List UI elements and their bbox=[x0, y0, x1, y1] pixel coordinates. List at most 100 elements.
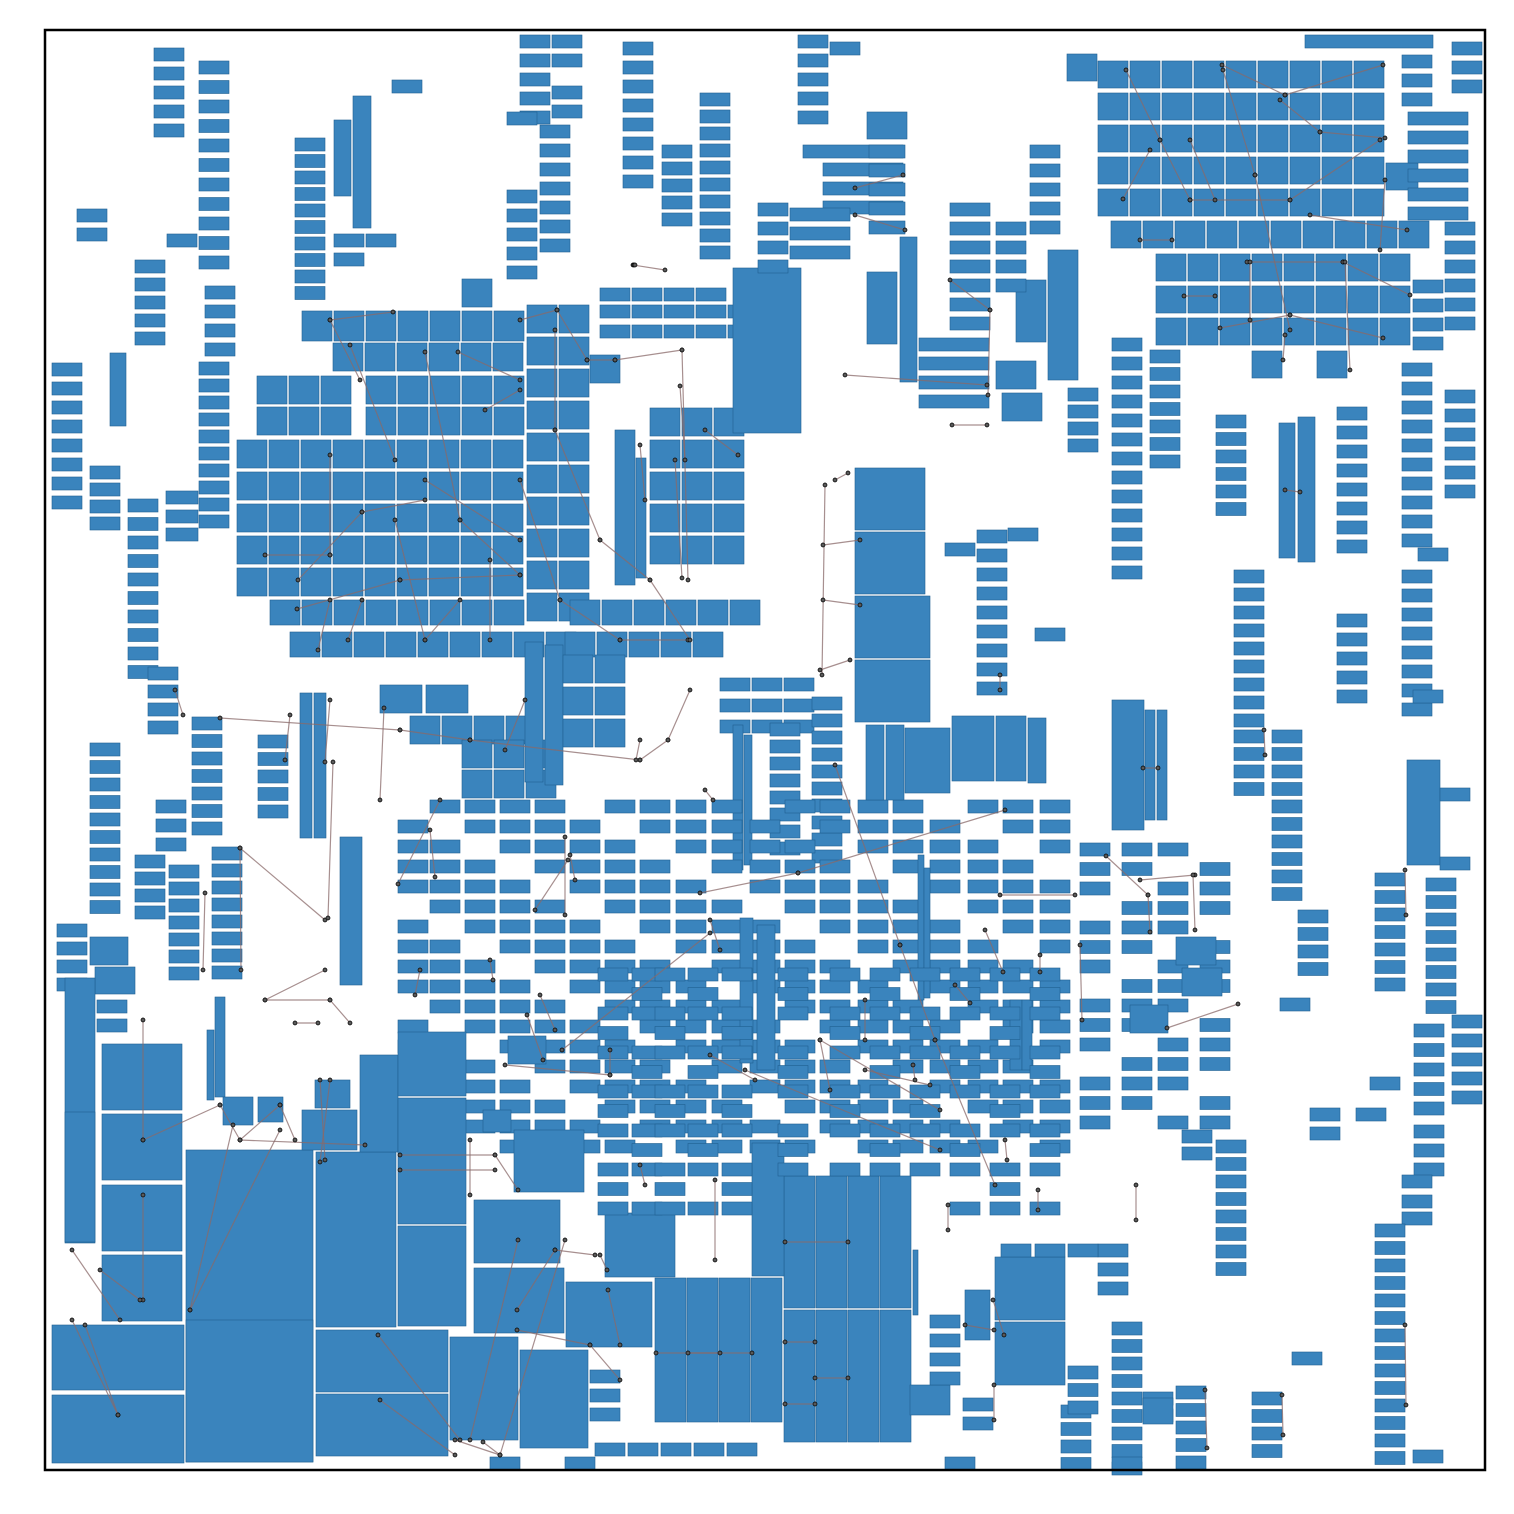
pin-255 bbox=[662, 267, 668, 273]
block-4 bbox=[153, 123, 185, 138]
block-37 bbox=[519, 72, 551, 87]
net-line-13 bbox=[424, 351, 461, 521]
block-717 bbox=[1097, 60, 1129, 89]
block-1218 bbox=[949, 1123, 981, 1138]
pin-277 bbox=[997, 687, 1003, 693]
block-501 bbox=[929, 919, 961, 934]
block-390 bbox=[56, 959, 88, 974]
block-452 bbox=[784, 859, 816, 874]
pin-107 bbox=[347, 1020, 353, 1026]
block-120 bbox=[198, 378, 230, 393]
block-867 bbox=[1401, 457, 1433, 472]
block-468 bbox=[819, 879, 851, 894]
block-1214 bbox=[777, 1123, 809, 1138]
block-970 bbox=[1374, 1416, 1406, 1430]
block-933 bbox=[1425, 1000, 1457, 1014]
pin-88 bbox=[432, 874, 438, 880]
block-734 bbox=[1353, 92, 1385, 121]
block-463 bbox=[604, 879, 636, 894]
block-1186 bbox=[687, 1065, 719, 1079]
pin-85 bbox=[377, 797, 383, 803]
pin-101 bbox=[200, 967, 206, 973]
block-195 bbox=[460, 535, 492, 565]
block-597 bbox=[464, 1059, 496, 1074]
block-296 bbox=[191, 786, 223, 801]
block-1267 bbox=[962, 1416, 994, 1431]
block-374 bbox=[168, 966, 200, 981]
block-736 bbox=[1129, 124, 1161, 153]
block-695 bbox=[1079, 998, 1111, 1013]
block-149 bbox=[288, 406, 320, 436]
block-101 bbox=[51, 457, 83, 472]
block-1258 bbox=[589, 1407, 621, 1422]
block-78 bbox=[661, 195, 693, 210]
block-1165 bbox=[989, 1006, 1021, 1021]
block-992 bbox=[1175, 1438, 1207, 1452]
pin-193 bbox=[752, 1077, 758, 1083]
block-738 bbox=[1193, 124, 1225, 153]
pin-249 bbox=[572, 877, 578, 883]
block-138 bbox=[493, 310, 525, 342]
block-978 bbox=[1215, 1227, 1247, 1241]
block-166 bbox=[396, 439, 428, 469]
block-851 bbox=[1215, 502, 1247, 516]
block-1232 bbox=[777, 1162, 809, 1177]
block-147 bbox=[320, 375, 352, 405]
block-806 bbox=[1407, 149, 1469, 164]
block-1119 bbox=[847, 1309, 880, 1443]
pin-239 bbox=[717, 947, 723, 953]
block-414 bbox=[464, 819, 496, 834]
block-112 bbox=[127, 554, 159, 568]
block-1164 bbox=[949, 1006, 981, 1021]
block-1225 bbox=[949, 1143, 981, 1157]
block-825 bbox=[1111, 394, 1143, 409]
block-955 bbox=[1309, 1126, 1341, 1141]
pin-274 bbox=[817, 667, 823, 673]
block-223 bbox=[558, 432, 590, 462]
block-764 bbox=[1174, 220, 1206, 249]
block-925 bbox=[1374, 977, 1406, 992]
block-111 bbox=[127, 535, 159, 550]
block-1023 bbox=[1144, 709, 1156, 821]
block-813 bbox=[1444, 278, 1476, 293]
net-line-80 bbox=[516, 1329, 591, 1346]
block-776 bbox=[1283, 253, 1315, 282]
block-90 bbox=[134, 313, 166, 328]
block-60 bbox=[622, 98, 654, 113]
block-342 bbox=[743, 734, 753, 866]
pin-214 bbox=[1137, 877, 1143, 883]
block-954 bbox=[1355, 1107, 1387, 1122]
block-1070 bbox=[976, 586, 1008, 601]
block-682 bbox=[1199, 901, 1231, 915]
pin-120 bbox=[140, 1192, 146, 1198]
block-274 bbox=[289, 631, 321, 658]
block-1240 bbox=[654, 1182, 686, 1196]
block-756 bbox=[1193, 188, 1225, 217]
pin-278 bbox=[1282, 487, 1288, 493]
block-443 bbox=[397, 859, 429, 874]
block-478 bbox=[604, 899, 636, 914]
block-236 bbox=[631, 287, 663, 302]
pin-272 bbox=[820, 597, 826, 603]
block-1154 bbox=[1029, 987, 1061, 1001]
block-1230 bbox=[687, 1162, 719, 1177]
pin-294 bbox=[1282, 92, 1288, 98]
pin-163 bbox=[617, 1377, 623, 1383]
block-1180 bbox=[869, 1045, 901, 1060]
net-line-56 bbox=[142, 1104, 221, 1141]
pin-57 bbox=[687, 637, 693, 643]
block-476 bbox=[499, 899, 531, 914]
net-line-68 bbox=[319, 1079, 331, 1163]
block-34 bbox=[391, 79, 423, 94]
block-1255 bbox=[726, 1442, 758, 1457]
pin-138 bbox=[362, 1142, 368, 1148]
block-12 bbox=[198, 197, 230, 211]
block-896 bbox=[1401, 626, 1433, 641]
block-1037 bbox=[949, 316, 991, 331]
pin-180 bbox=[812, 1375, 818, 1381]
pin-38 bbox=[422, 477, 428, 483]
block-535 bbox=[429, 979, 461, 994]
block-1012 bbox=[854, 467, 926, 531]
pin-219 bbox=[1147, 929, 1153, 935]
